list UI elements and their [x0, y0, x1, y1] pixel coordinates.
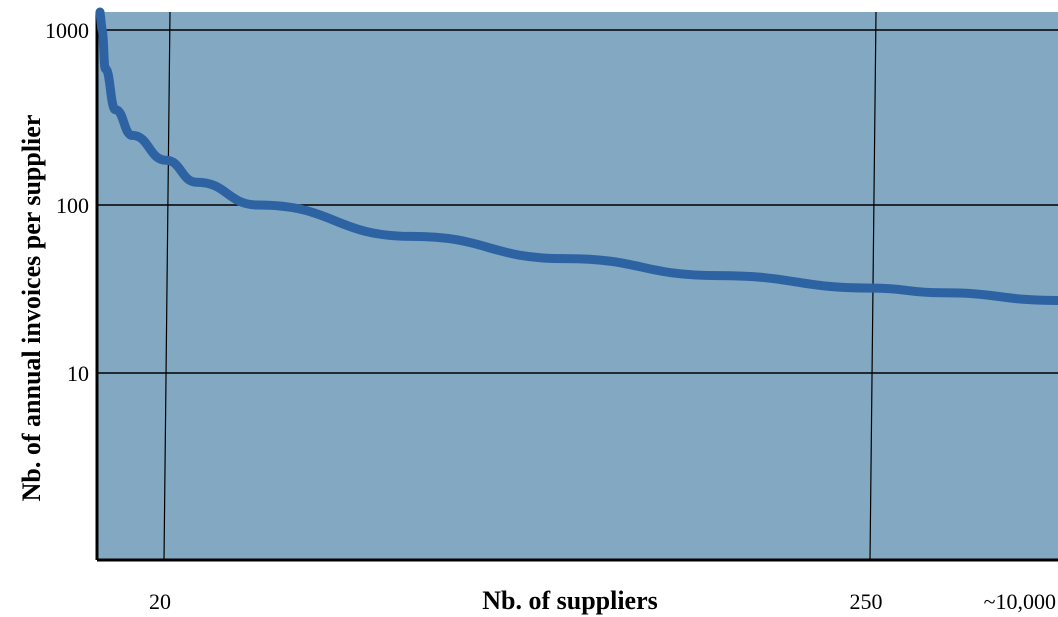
x-axis-title: Nb. of suppliers — [482, 586, 658, 615]
series-layer — [95, 7, 1058, 305]
x-tick-label: 20 — [149, 589, 171, 614]
y-tick-label: 1000 — [45, 18, 89, 43]
y-tick-label: 10 — [67, 361, 89, 386]
x-grid-line — [163, 11, 171, 561]
x-tick-label: ~10,000 — [984, 589, 1056, 614]
x-tick-label: 250 — [850, 589, 883, 614]
y-tick-label: 100 — [56, 193, 89, 218]
tick-labels: 10 100 1000 20 250 ~10,000 — [45, 18, 1056, 614]
plot-background — [97, 12, 1058, 560]
y-axis-title: Nb. of annual invoices per supplier — [17, 115, 46, 502]
series-line — [95, 7, 1058, 305]
axes — [95, 12, 1058, 562]
